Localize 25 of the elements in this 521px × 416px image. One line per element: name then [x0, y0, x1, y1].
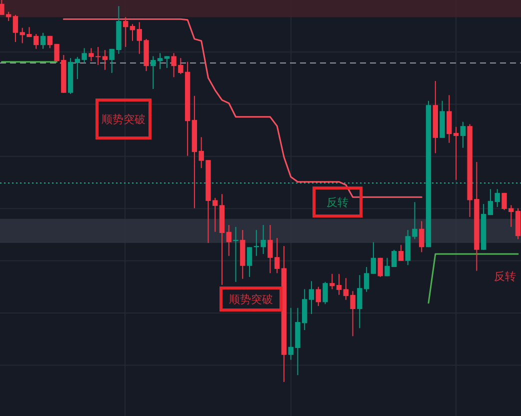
candlestick	[378, 257, 383, 278]
candlestick	[246, 246, 252, 278]
candlestick	[308, 280, 314, 315]
candlestick	[157, 52, 163, 70]
candlestick	[130, 24, 136, 42]
candlestick	[164, 56, 170, 68]
candlestick	[336, 273, 342, 296]
candlestick	[398, 244, 404, 262]
annotation: 顺势突破	[102, 113, 146, 126]
candlestick	[322, 281, 328, 305]
candlestick	[370, 242, 376, 274]
candlestick	[419, 220, 424, 253]
candlestick	[233, 226, 238, 282]
candlestick	[123, 16, 128, 48]
annotation: 反转	[494, 270, 516, 283]
candlestick	[226, 224, 232, 256]
annotation: 顺势突破	[229, 293, 273, 306]
annotation: 反转	[326, 196, 348, 209]
candlestick	[12, 14, 18, 43]
candlestick	[330, 273, 335, 290]
candlestick	[102, 50, 108, 70]
candlestick	[460, 121, 466, 148]
candlestick	[40, 32, 46, 50]
candlestick	[150, 56, 156, 90]
candlestick	[316, 286, 321, 306]
